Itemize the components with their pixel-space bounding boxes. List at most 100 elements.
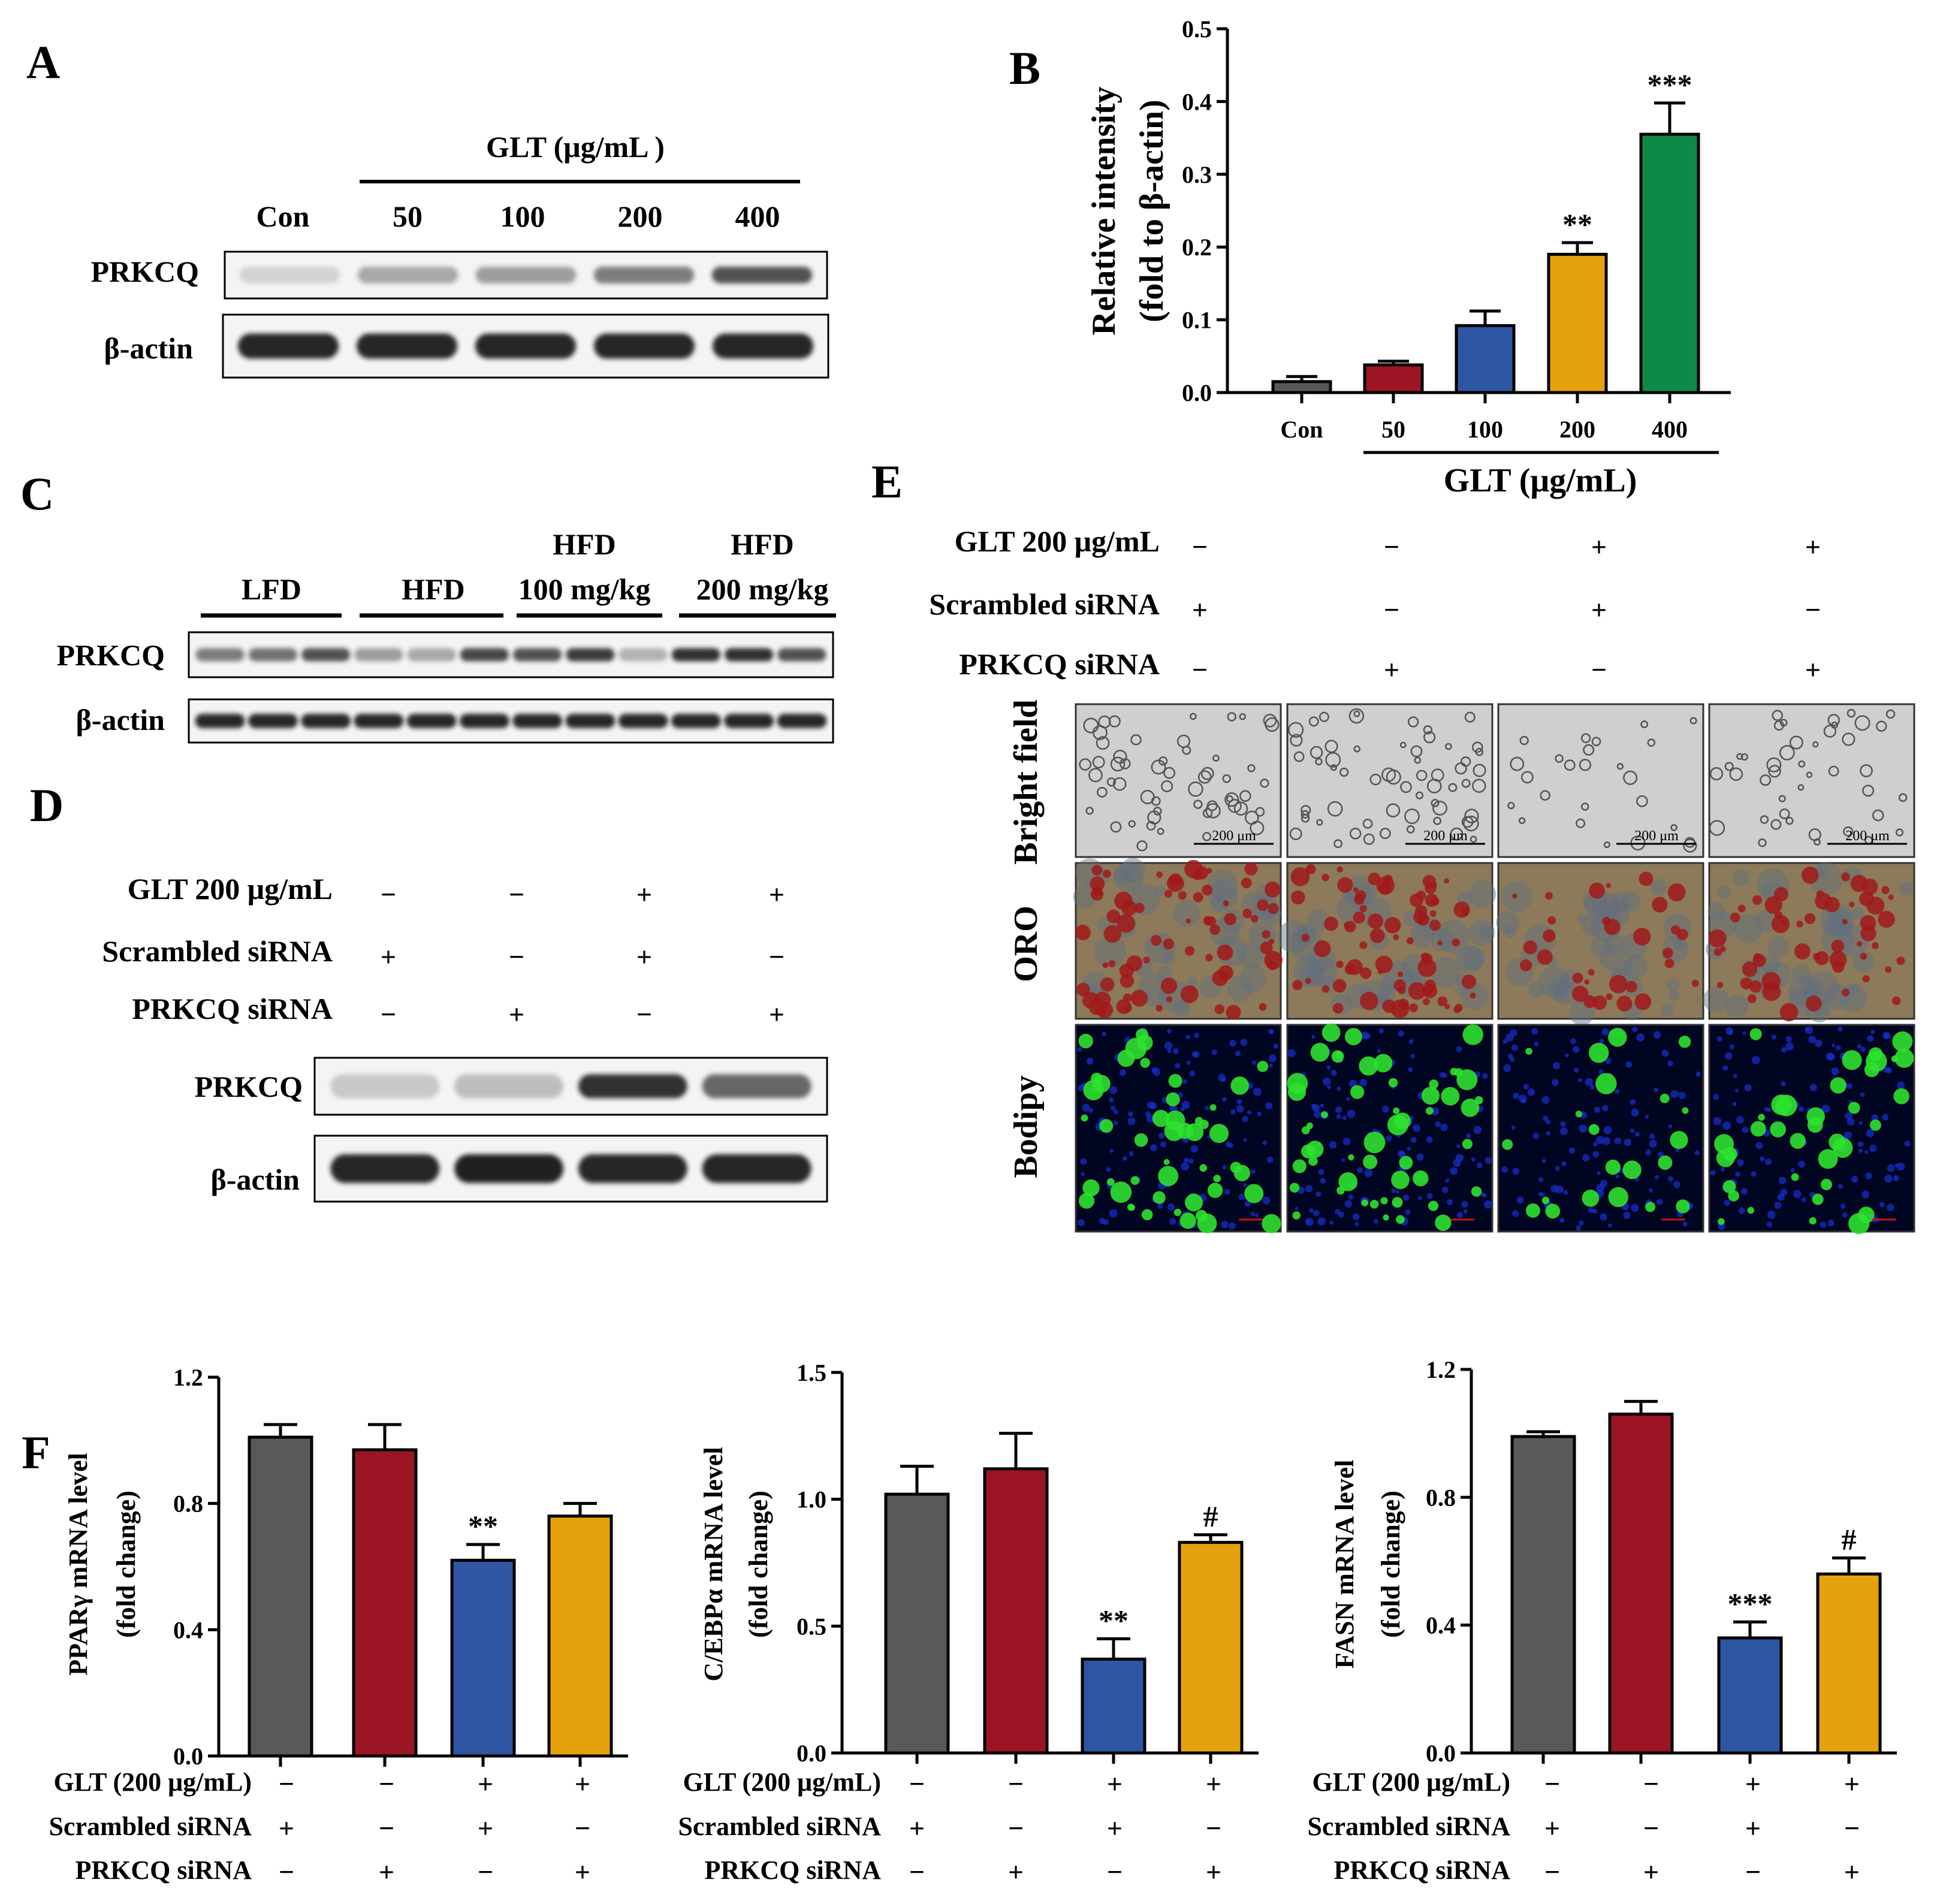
panel-b-y-tick-label: 0.0 (1182, 379, 1212, 406)
panel-d-treatment-sign: + (636, 942, 652, 972)
panel-c-prkcq-blot-band (566, 648, 615, 662)
panel-f-treatment-sign: + (1008, 1857, 1024, 1887)
panel-d-treatment-sign: − (509, 942, 524, 972)
panel-f-treatment-sign: − (379, 1769, 394, 1799)
panel-a-row-label-actin: β-actin (104, 331, 193, 365)
panel-f-treatment-sign: − (1544, 1769, 1560, 1799)
panel-c-prkcq-blot-band (301, 648, 351, 662)
panel-c-prkcq-blot-band (460, 648, 509, 662)
panel-e-bodipy-image (1286, 1023, 1494, 1233)
panel-d-actin-blot-band (330, 1154, 440, 1183)
panel-letter-c: C (20, 467, 54, 520)
panel-d-actin-blot-band (454, 1154, 564, 1183)
panel-f-y-tick-label: 0.4 (173, 1616, 203, 1643)
panel-e-oro-image (1073, 858, 1283, 1020)
panel-a-actin-blot-band (712, 333, 814, 359)
panel-e-oro-image (1277, 862, 1496, 1020)
panel-c-actin-blot-band (248, 714, 298, 728)
panel-f-y-tick-label: 0.0 (1426, 1740, 1456, 1767)
panel-f-treatment-sign: + (909, 1813, 925, 1843)
panel-d-prkcq-blot-band (330, 1074, 440, 1099)
panel-f-significance: *** (1728, 1586, 1773, 1620)
panel-e-treatment-sign: + (1192, 595, 1208, 625)
panel-b-y-tick-label: 0.4 (1182, 88, 1212, 115)
panel-f-treatment-sign: − (279, 1769, 294, 1799)
panel-a-lane-label: 400 (735, 200, 780, 233)
panel-f-bar (1178, 1541, 1244, 1755)
panel-f-treatment-label: GLT (200 μg/mL) (53, 1767, 252, 1797)
panel-f-bar (1608, 1413, 1674, 1755)
panel-f-treatment-sign: − (1643, 1813, 1659, 1843)
panel-d-treatment-sign: + (509, 999, 524, 1030)
panel-f-significance: ** (468, 1509, 498, 1543)
panel-f-treatment-label: GLT (200 μg/mL) (1312, 1767, 1510, 1797)
panel-f-treatment-sign: + (1844, 1857, 1860, 1887)
panel-f-bar (248, 1435, 313, 1758)
panel-d-row-label-prkcq: PRKCQ (194, 1070, 303, 1103)
panel-f-y-tick-label: 1.2 (173, 1364, 203, 1391)
panel-f-y-tick-label: 0.5 (796, 1613, 826, 1640)
panel-c-group-label: 200 mg/kg (696, 572, 829, 606)
panel-a-prkcq-blot-band (475, 267, 577, 283)
panel-f-treatment-sign: − (1544, 1857, 1560, 1887)
panel-e-treatment-sign: + (1805, 532, 1821, 562)
panel-a-prkcq-blot-band (239, 267, 340, 283)
panel-f-y-label-line2: (fold change) (744, 1490, 773, 1638)
panel-d-prkcq-blot-band (578, 1074, 687, 1099)
panel-b-bar-50 (1363, 363, 1424, 394)
panel-f-treatment-sign: + (379, 1857, 394, 1887)
scale-bar-label: 200 μm (1634, 828, 1679, 844)
panel-e-bodipy-image (1497, 1024, 1704, 1233)
panel-e-bright-field-image: 200 μm (1075, 703, 1282, 858)
panel-c-prkcq-blot-band (777, 648, 826, 662)
panel-b-x-label: GLT (μg/mL) (1444, 462, 1637, 499)
panel-d-treatment-sign: − (769, 942, 785, 972)
panel-d-actin-blot-band (702, 1154, 811, 1183)
panel-d-prkcq-blot-band (702, 1074, 811, 1099)
panel-e-bright-field-image: 200 μm (1708, 703, 1915, 858)
panel-c-actin-blot-band (724, 714, 774, 728)
panel-e-treatment-sign: + (1591, 532, 1607, 562)
panel-letter-e: E (871, 455, 903, 508)
panel-b-bar-400 (1639, 132, 1700, 394)
panel-f-significance: # (1203, 1499, 1218, 1533)
panel-c-prkcq-blot-band (671, 648, 720, 662)
panel-b-y-label-line1: Relative intensity (1085, 86, 1123, 335)
panel-c-actin-blot-band (777, 714, 827, 728)
panel-c-actin-blot-band (195, 714, 245, 728)
panel-d-treatment-sign: + (769, 879, 785, 910)
panel-c-actin-blot-band (354, 714, 404, 728)
panel-f-treatment-sign: + (1544, 1813, 1560, 1843)
panel-a-row-label-prkcq: PRKCQ (90, 255, 199, 288)
panel-b-x-tick-label: 100 (1467, 416, 1503, 443)
panel-f-treatment-sign: + (1107, 1769, 1123, 1799)
panel-c-actin-blot-band (406, 714, 457, 728)
panel-d-treatment-sign: + (381, 942, 396, 972)
panel-f-treatment-sign: + (478, 1769, 493, 1799)
panel-d-actin-blot-band (578, 1154, 687, 1183)
panel-c-prkcq-blot-band (195, 648, 245, 662)
panel-d-prkcq-blot (313, 1057, 828, 1116)
panel-f-y-tick-label: 1.0 (796, 1486, 826, 1513)
panel-f-treatment-label: Scrambled siRNA (678, 1812, 881, 1841)
panel-a-prkcq-blot-band (593, 267, 695, 283)
panel-a-prkcq-blot-band (711, 267, 813, 283)
panel-f-treatment-sign: + (1107, 1813, 1123, 1843)
panel-a-prkcq-blot (224, 251, 828, 300)
panel-f-treatment-sign: − (575, 1813, 590, 1843)
panel-e-row-label: Bodipy (1007, 1075, 1045, 1178)
panel-c-row-label-prkcq: PRKCQ (56, 638, 165, 672)
panel-f-treatment-sign: − (1107, 1857, 1123, 1887)
panel-f-chart-1: 0.0 0.4 0.8 1.2 ** PPARγ mRNA level (fold chan… (49, 1364, 628, 1887)
panel-f-bar (547, 1514, 613, 1758)
panel-f-treatment-sign: − (1206, 1813, 1221, 1843)
panel-e-treatment-label: Scrambled siRNA (929, 587, 1160, 621)
panel-f-bar (1717, 1636, 1783, 1755)
panel-f-treatment-sign: − (1844, 1813, 1860, 1843)
panel-a-prkcq-blot-band (357, 267, 458, 283)
panel-e-treatment-label: PRKCQ siRNA (959, 647, 1160, 681)
panel-b-x-tick-label: 50 (1381, 416, 1405, 443)
panel-f-treatment-sign: − (1008, 1813, 1024, 1843)
panel-e-oro-image (1496, 862, 1704, 1025)
panel-b-x-tick-label: 400 (1652, 416, 1688, 443)
